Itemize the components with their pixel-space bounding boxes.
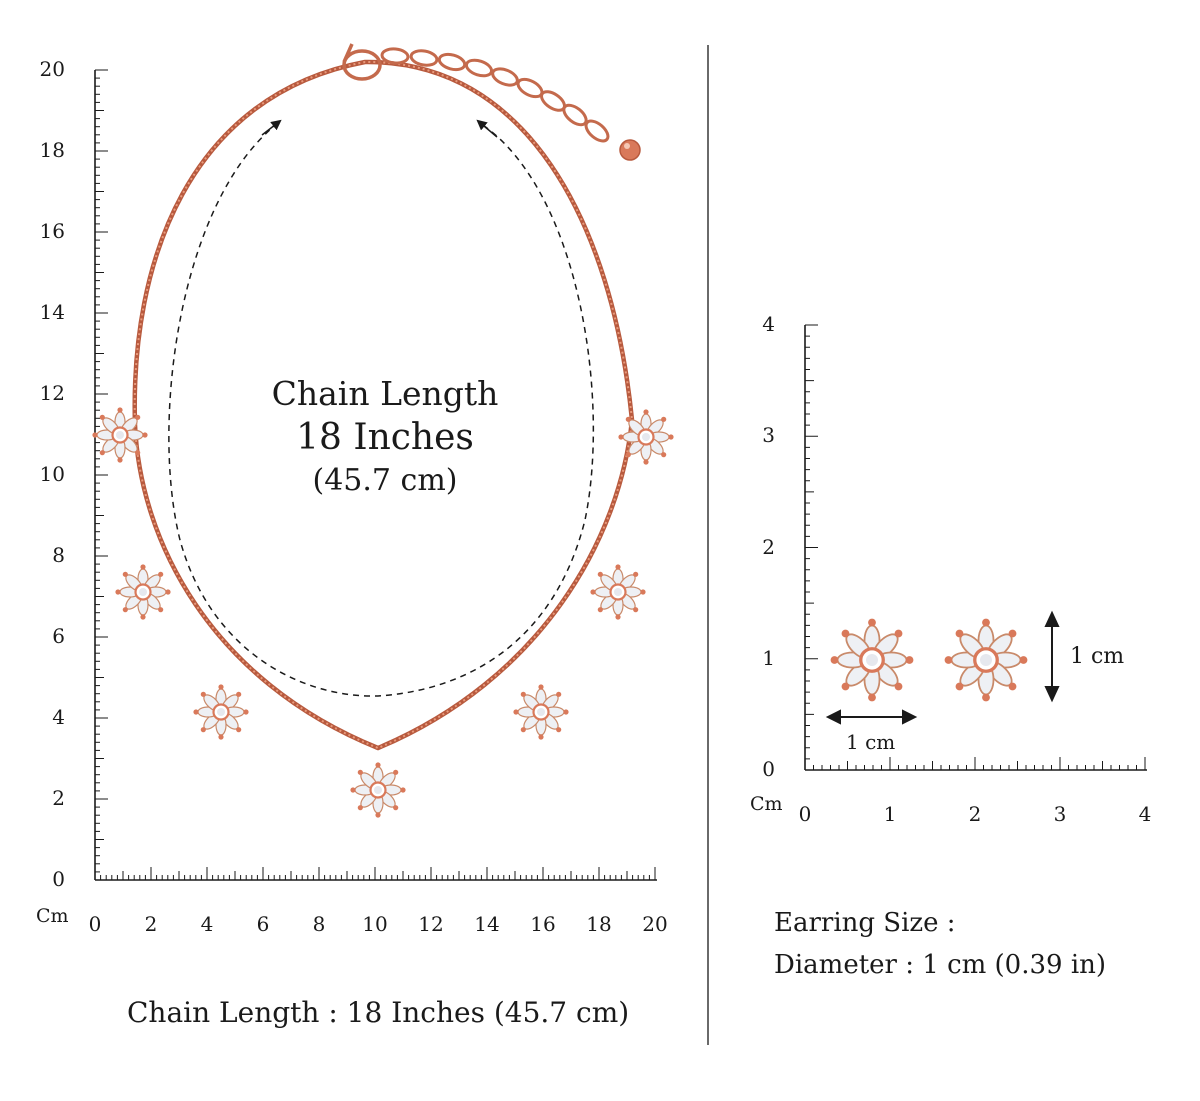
necklace-x-tick-label: 6 bbox=[256, 912, 270, 936]
earring-size-title: Earring Size : bbox=[774, 908, 956, 938]
necklace-x-tick-label: 4 bbox=[200, 912, 214, 936]
extender-bead bbox=[619, 139, 641, 161]
earring-y-tick-label: 4 bbox=[762, 312, 775, 336]
necklace-ruler bbox=[94, 69, 657, 881]
charm-flower-right-low bbox=[512, 683, 570, 741]
earring-size-detail: Diameter : 1 cm (0.39 in) bbox=[774, 950, 1107, 980]
necklace-y-tick-label: 8 bbox=[52, 543, 65, 567]
earring-x-tick-label: 0 bbox=[798, 802, 812, 826]
necklace-x-tick-label: 14 bbox=[474, 912, 500, 936]
necklace-y-tick-label: 20 bbox=[39, 57, 65, 81]
necklace-y-tick-label: 14 bbox=[39, 300, 65, 324]
necklace-y-tick-label: 10 bbox=[39, 462, 65, 486]
necklace-x-tick-label: 0 bbox=[88, 912, 102, 936]
earring-ruler bbox=[804, 324, 1147, 771]
necklace-y-tick-label: 16 bbox=[39, 219, 65, 243]
center-label-line3: (45.7 cm) bbox=[312, 463, 458, 498]
extender-chain bbox=[380, 47, 610, 143]
necklace-unit-label: Cm bbox=[36, 905, 69, 927]
necklace-x-tick-label: 10 bbox=[362, 912, 388, 936]
necklace-caption: Chain Length : 18 Inches (45.7 cm) bbox=[127, 996, 630, 1029]
charm-flower-left-top bbox=[91, 406, 149, 464]
earring-unit-label: Cm bbox=[750, 793, 783, 815]
charm-flower-left-low bbox=[192, 683, 250, 741]
earring-width-label: 1 cm bbox=[846, 730, 896, 754]
earring-x-tick-label: 3 bbox=[1053, 802, 1067, 826]
earring-y-tick-label: 1 bbox=[762, 645, 775, 670]
necklace-y-tick-label: 12 bbox=[39, 381, 65, 405]
earring-x-tick-label: 1 bbox=[883, 802, 897, 826]
necklace-x-tick-label: 16 bbox=[530, 912, 556, 936]
necklace-lower-chain bbox=[132, 419, 635, 751]
charm-flower-left-mid bbox=[114, 563, 172, 621]
charm-flower-center bbox=[349, 761, 407, 819]
earring-height-label: 1 cm bbox=[1070, 644, 1125, 669]
necklace-x-tick-label: 2 bbox=[144, 912, 158, 936]
necklace-x-tick-label: 12 bbox=[418, 912, 444, 936]
earring-y-tick-label: 3 bbox=[762, 423, 775, 448]
earring-x-tick-label: 4 bbox=[1138, 802, 1152, 826]
earring-height-arrow bbox=[1044, 610, 1060, 703]
necklace-upper-chain bbox=[132, 59, 635, 426]
necklace-x-tick-label: 18 bbox=[586, 912, 612, 936]
earring-y-tick-label: 2 bbox=[762, 534, 775, 559]
necklace-y-tick-label: 0 bbox=[52, 867, 65, 891]
earring-left bbox=[828, 616, 916, 704]
center-label-line1: Chain Length bbox=[271, 374, 499, 413]
earring-right bbox=[942, 616, 1030, 704]
charm-flower-right-top bbox=[617, 408, 675, 466]
lobster-clasp bbox=[342, 43, 382, 81]
charm-flower-right-mid bbox=[589, 563, 647, 621]
necklace-y-tick-label: 18 bbox=[39, 138, 65, 162]
measure-loop-dashed bbox=[168, 122, 595, 697]
necklace-x-tick-label: 20 bbox=[642, 912, 668, 936]
necklace-y-tick-label: 2 bbox=[52, 786, 65, 810]
necklace-y-tick-label: 6 bbox=[52, 624, 65, 648]
necklace-y-tick-label: 4 bbox=[52, 705, 65, 729]
earring-width-arrow bbox=[825, 709, 918, 725]
earring-x-tick-label: 2 bbox=[968, 802, 982, 826]
center-label-line2: 18 Inches bbox=[296, 417, 474, 458]
earring-y-tick-label: 0 bbox=[762, 757, 775, 781]
necklace bbox=[91, 43, 675, 819]
necklace-x-tick-label: 8 bbox=[312, 912, 326, 936]
